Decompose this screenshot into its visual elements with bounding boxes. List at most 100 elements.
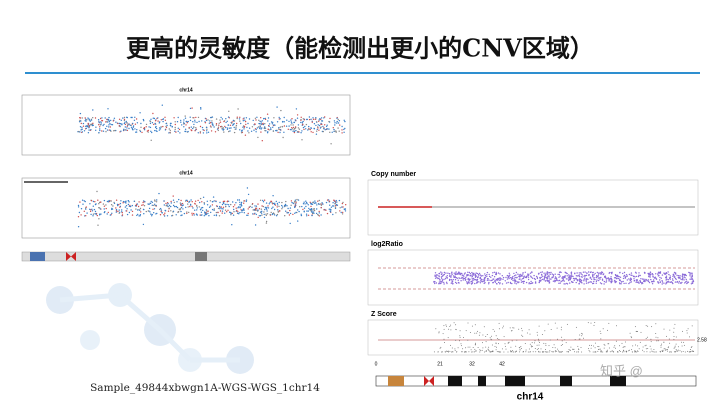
dot (655, 278, 658, 280)
dot (316, 204, 318, 206)
watermark: 知乎 @ (600, 363, 643, 378)
dot (244, 134, 247, 136)
dot (558, 273, 561, 276)
dot (213, 200, 215, 202)
dot (525, 276, 528, 279)
dot (169, 122, 172, 125)
dot (447, 350, 449, 352)
dot (175, 205, 178, 208)
dot (485, 346, 487, 348)
dot (482, 334, 484, 336)
dot (458, 273, 460, 275)
dot (199, 125, 202, 128)
dot (166, 215, 169, 217)
dot (187, 203, 189, 205)
dot (343, 208, 345, 210)
dot (665, 283, 667, 285)
dot (589, 351, 591, 353)
dot (174, 128, 176, 131)
dot (657, 337, 659, 339)
dot (217, 126, 220, 128)
dot (111, 124, 114, 126)
dot (203, 202, 205, 204)
dot (449, 326, 451, 327)
dot (652, 275, 654, 277)
dot (79, 131, 81, 133)
dot (110, 119, 112, 122)
dot (294, 212, 296, 214)
dot (177, 211, 180, 213)
dot (90, 119, 93, 121)
dot (139, 215, 141, 217)
dot (594, 272, 596, 275)
dot (456, 277, 458, 279)
dot (480, 280, 482, 283)
dot (291, 201, 293, 204)
dot (335, 204, 337, 207)
dot (438, 277, 440, 280)
dot (162, 120, 164, 123)
dot (321, 123, 323, 126)
dot (229, 130, 231, 132)
dot (486, 275, 488, 278)
dot (474, 279, 476, 281)
dot (540, 348, 542, 350)
dot (611, 273, 613, 275)
dot (554, 347, 556, 349)
dot (589, 281, 592, 283)
dot (436, 276, 438, 279)
dot (293, 131, 296, 134)
dot (639, 341, 641, 343)
dot (493, 278, 495, 280)
dot (182, 208, 184, 210)
dot (637, 275, 640, 278)
dot (500, 351, 502, 353)
dot (631, 337, 633, 339)
dot (648, 275, 650, 278)
dot (262, 201, 265, 203)
dot (464, 351, 466, 353)
dot (599, 282, 602, 284)
dot (560, 326, 562, 328)
dot (613, 346, 615, 348)
dot (475, 350, 477, 352)
dot (491, 279, 493, 281)
dot (683, 279, 685, 281)
dot (690, 276, 692, 278)
dot (545, 276, 547, 279)
dot (316, 130, 318, 132)
dot (454, 349, 456, 351)
dot (236, 209, 238, 212)
dot (209, 205, 212, 207)
dot (667, 271, 669, 273)
dot (158, 192, 160, 195)
dot (595, 351, 597, 353)
dot (104, 211, 106, 213)
dot (664, 348, 666, 350)
dot (605, 350, 607, 352)
dot (569, 275, 571, 277)
dot (219, 210, 222, 212)
dot (169, 129, 171, 132)
dot (526, 332, 528, 334)
dot (98, 203, 100, 205)
dot (231, 212, 233, 215)
dot (272, 195, 274, 197)
dot (536, 348, 538, 350)
dot (335, 131, 337, 133)
dot (267, 120, 269, 122)
dot (320, 204, 323, 206)
dot (594, 347, 596, 349)
dot (681, 279, 684, 281)
dot (294, 200, 296, 203)
dot (541, 278, 544, 281)
dot (608, 279, 610, 281)
dot (85, 120, 87, 122)
dot (617, 275, 619, 278)
dot (497, 272, 500, 274)
dot (583, 280, 585, 282)
dot (158, 127, 161, 129)
dot (239, 204, 241, 206)
dot (206, 126, 208, 129)
dot (593, 324, 595, 326)
